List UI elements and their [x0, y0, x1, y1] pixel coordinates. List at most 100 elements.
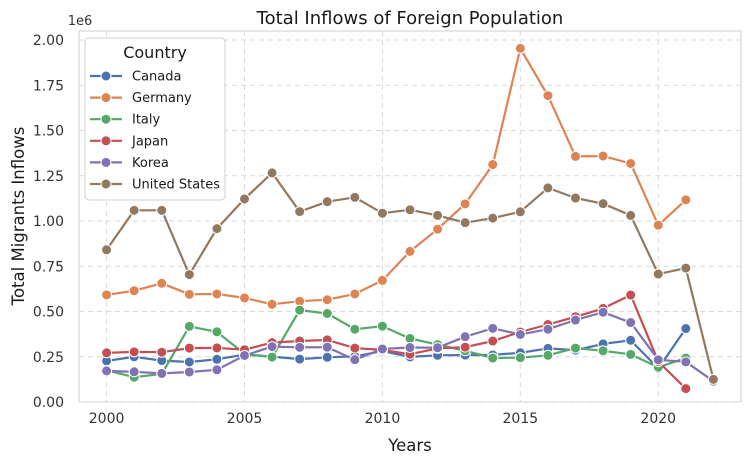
- data-point-united-states: [625, 209, 637, 221]
- data-point-germany: [156, 277, 168, 289]
- data-point-korea: [349, 354, 361, 366]
- data-point-japan: [156, 346, 168, 358]
- data-point-italy: [487, 352, 499, 364]
- y-tick-label: 1.25: [33, 169, 64, 185]
- series-united-states: [101, 167, 719, 385]
- y-axis-title: Total Migrants Inflows: [9, 127, 28, 307]
- y-tick-label: 0.50: [33, 305, 64, 321]
- data-point-united-states: [183, 269, 195, 281]
- data-point-united-states: [349, 191, 361, 203]
- x-tick-label: 2015: [503, 411, 539, 427]
- data-point-germany: [652, 219, 664, 231]
- data-point-korea: [183, 366, 195, 378]
- data-point-canada: [321, 351, 333, 363]
- legend-marker-japan: [100, 135, 112, 147]
- series-line-canada: [106, 327, 687, 370]
- data-point-germany: [211, 288, 223, 300]
- y-offset-label: 1e6: [68, 14, 93, 29]
- data-point-italy: [321, 308, 333, 320]
- data-point-canada: [294, 353, 306, 365]
- data-point-italy: [597, 345, 609, 357]
- data-point-korea: [514, 328, 526, 340]
- data-point-korea: [156, 367, 168, 379]
- data-point-japan: [101, 347, 113, 359]
- series-germany: [101, 42, 692, 310]
- x-tick-label: 2010: [365, 411, 401, 427]
- data-point-germany: [349, 288, 361, 300]
- legend-label-japan: Japan: [131, 134, 168, 149]
- data-point-united-states: [266, 167, 278, 179]
- data-point-united-states: [570, 192, 581, 204]
- data-point-italy: [211, 326, 223, 338]
- data-point-united-states: [156, 204, 168, 216]
- data-point-canada: [680, 323, 692, 335]
- data-point-korea: [432, 342, 444, 354]
- data-point-korea: [625, 317, 637, 329]
- series-lines: [101, 42, 719, 395]
- data-point-korea: [652, 354, 664, 366]
- data-point-united-states: [459, 217, 471, 229]
- data-point-germany: [514, 42, 526, 54]
- data-point-united-states: [321, 196, 333, 208]
- data-point-germany: [404, 245, 416, 257]
- data-point-united-states: [542, 182, 554, 194]
- data-point-japan: [680, 383, 692, 395]
- data-point-united-states: [294, 206, 306, 218]
- data-point-germany: [597, 150, 609, 162]
- data-point-korea: [128, 366, 140, 378]
- series-line-italy: [106, 309, 687, 379]
- legend-label-korea: Korea: [132, 156, 169, 171]
- data-point-italy: [266, 351, 278, 363]
- legend-label-united-states: United States: [132, 178, 220, 193]
- tick-labels: 2000 2005 2010 2015 2020 0.00 0.25 0.50 0.75 1.00…: [33, 33, 676, 427]
- data-point-germany: [570, 150, 581, 162]
- data-point-italy: [570, 342, 581, 354]
- series-line-germany: [106, 47, 687, 306]
- data-point-germany: [487, 159, 499, 171]
- data-point-italy: [514, 352, 526, 364]
- data-point-canada: [211, 353, 223, 365]
- data-point-germany: [625, 157, 637, 169]
- legend-frame: [84, 37, 226, 201]
- data-point-germany: [266, 298, 278, 310]
- data-point-korea: [376, 343, 388, 355]
- data-point-united-states: [432, 209, 444, 221]
- legend-label-canada: Canada: [132, 70, 181, 85]
- series-korea: [101, 306, 719, 387]
- data-point-canada: [183, 356, 195, 368]
- data-point-italy: [625, 348, 637, 360]
- data-point-italy: [404, 332, 416, 344]
- data-point-united-states: [514, 206, 526, 218]
- data-point-korea: [459, 331, 471, 343]
- data-point-united-states: [652, 268, 664, 280]
- data-point-united-states: [707, 373, 719, 385]
- data-point-united-states: [101, 244, 113, 256]
- legend: Country Canada Germany Italy Japan Korea Unite…: [84, 37, 226, 201]
- data-point-united-states: [680, 262, 692, 274]
- data-point-japan: [487, 335, 499, 347]
- legend-marker-germany: [100, 92, 112, 104]
- data-point-japan: [625, 289, 637, 301]
- data-point-korea: [597, 306, 609, 318]
- data-point-united-states: [211, 223, 223, 235]
- data-point-korea: [266, 341, 278, 353]
- y-tick-label: 1.00: [33, 214, 64, 230]
- data-point-japan: [349, 342, 361, 354]
- data-point-germany: [321, 294, 333, 306]
- y-tick-label: 0.25: [33, 350, 64, 366]
- x-axis-title: Years: [387, 436, 432, 455]
- y-tick-label: 0.75: [33, 259, 64, 275]
- legend-label-italy: Italy: [132, 113, 161, 128]
- legend-marker-united-states: [100, 178, 112, 190]
- data-point-germany: [183, 288, 195, 300]
- data-point-italy: [294, 304, 306, 316]
- data-point-italy: [349, 323, 361, 335]
- data-point-japan: [183, 342, 195, 354]
- data-point-korea: [404, 342, 416, 354]
- legend-title: Country: [123, 43, 187, 62]
- data-point-germany: [542, 90, 554, 102]
- x-tick-label: 2000: [89, 411, 125, 427]
- x-tick-label: 2020: [640, 411, 676, 427]
- data-point-korea: [321, 341, 333, 353]
- data-point-united-states: [597, 198, 609, 210]
